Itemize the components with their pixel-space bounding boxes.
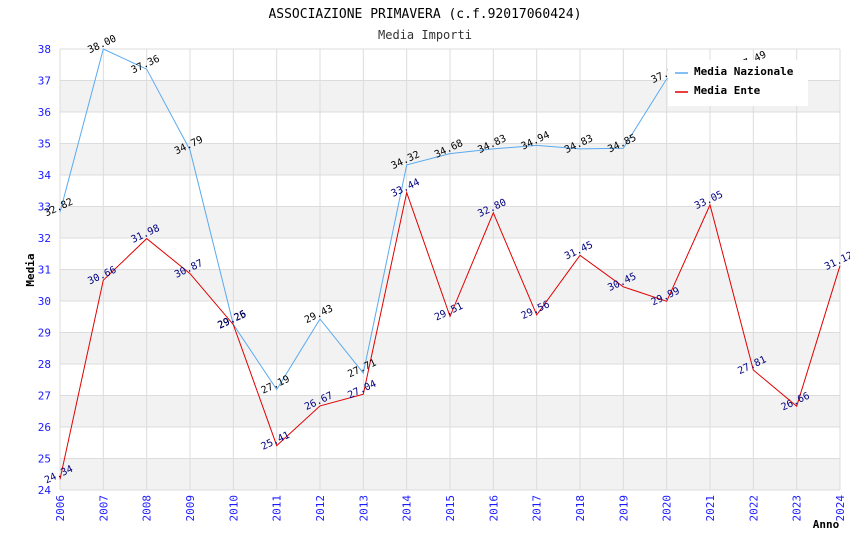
y-tick-label: 32: [38, 232, 51, 245]
y-tick-label: 25: [38, 453, 51, 466]
y-tick-label: 30: [38, 295, 51, 308]
legend-label-nazionale: Media Nazionale: [694, 65, 794, 78]
x-tick-label: 2006: [54, 495, 67, 522]
y-tick-label: 27: [38, 390, 51, 403]
y-tick-label: 38: [38, 43, 51, 56]
x-tick-label: 2023: [791, 495, 804, 522]
series-line-nazionale: [59, 48, 754, 391]
legend: Media Nazionale Media Ente: [668, 60, 808, 106]
x-tick-label: 2011: [271, 495, 284, 522]
x-axis-ticks: 2006 2007 2008 2009 2010 2011 2012 2013 2014 2015…: [54, 495, 847, 522]
x-tick-label: 2012: [314, 495, 327, 522]
y-tick-label: 36: [38, 106, 51, 119]
chart-subtitle: Media Importi: [378, 28, 472, 42]
x-tick-label: 2007: [97, 495, 110, 522]
x-tick-label: 2009: [184, 495, 197, 522]
x-tick-label: 2018: [574, 495, 587, 522]
y-tick-label: 33: [38, 201, 51, 214]
y-axis-ticks: 24 25 26 27 28 29 30 31 32 33 34 35 36 37 38: [38, 43, 52, 497]
series-line-ente: [59, 190, 841, 480]
x-tick-label: 2021: [704, 495, 717, 522]
legend-label-ente: Media Ente: [694, 84, 761, 97]
x-tick-label: 2008: [141, 495, 154, 522]
x-tick-label: 2014: [401, 495, 414, 522]
y-axis-label: Media: [24, 253, 37, 286]
y-tick-label: 34: [38, 169, 52, 182]
chart-title: ASSOCIAZIONE PRIMAVERA (c.f.92017060424): [268, 7, 581, 22]
x-tick-label: 2019: [617, 495, 630, 522]
y-tick-label: 35: [38, 138, 51, 151]
y-tick-label: 37: [38, 75, 51, 88]
y-tick-label: 29: [38, 327, 51, 340]
x-tick-label: 2016: [487, 495, 500, 521]
y-tick-label: 31: [38, 264, 51, 277]
grid-lines: [59, 48, 841, 491]
y-tick-label: 26: [38, 421, 51, 434]
legend-box: [668, 60, 808, 106]
x-tick-label: 2024: [834, 495, 847, 522]
x-tick-label: 2022: [747, 495, 760, 522]
x-tick-label: 2015: [444, 495, 457, 522]
x-tick-label: 2020: [661, 495, 674, 522]
y-tick-label: 24: [38, 484, 52, 497]
x-tick-label: 2017: [531, 495, 544, 522]
x-axis-label: Anno: [813, 518, 840, 531]
y-tick-label: 28: [38, 358, 51, 371]
x-tick-label: 2010: [227, 495, 240, 522]
series-lines: [59, 48, 841, 480]
x-tick-label: 2013: [357, 495, 370, 522]
